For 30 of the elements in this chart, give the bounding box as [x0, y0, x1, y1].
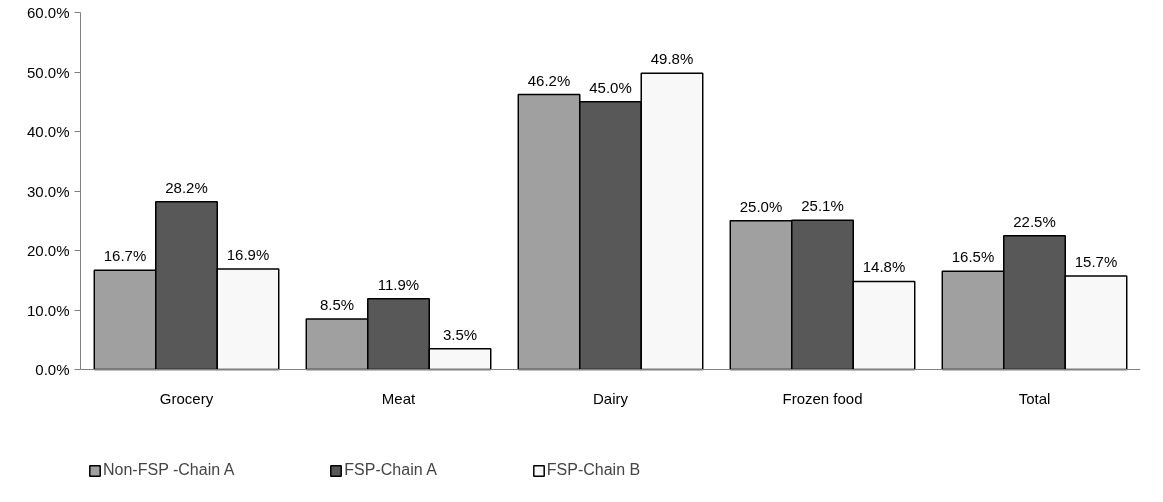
data-label: 46.2%	[527, 71, 571, 89]
x-tick-label: Grocery	[159, 389, 214, 407]
legend-label: FSP-Chain A	[344, 461, 437, 479]
data-label: 25.1%	[801, 197, 844, 215]
data-label: 14.8%	[862, 258, 906, 276]
y-tick-label: 60.0%	[26, 4, 70, 21]
y-tick-label: 0.0%	[35, 361, 70, 378]
data-label: 11.9%	[377, 275, 420, 293]
x-tick-label: Frozen food	[782, 389, 863, 407]
data-label: 25.0%	[739, 197, 783, 215]
data-label: 16.5%	[951, 248, 995, 266]
y-tick-label: 20.0%	[26, 242, 70, 259]
legend-label: FSP-Chain B	[546, 461, 641, 479]
data-label: 22.5%	[1013, 212, 1056, 230]
data-label: 8.5%	[319, 295, 355, 313]
x-tick-label: Meat	[381, 389, 417, 407]
data-label: 16.7%	[103, 247, 147, 265]
x-tick-label: Total	[1018, 389, 1051, 407]
data-label: 49.8%	[650, 50, 694, 68]
y-tick-label: 40.0%	[26, 123, 70, 140]
y-tick-label: 50.0%	[26, 63, 70, 81]
data-label: 45.0%	[589, 78, 632, 96]
data-label: 16.9%	[226, 245, 270, 263]
y-tick-label: 10.0%	[26, 301, 70, 319]
legend-label: Non-FSP -Chain A	[103, 461, 235, 479]
data-label: 3.5%	[442, 325, 478, 343]
y-tick-label: 30.0%	[26, 182, 70, 200]
data-label: 28.2%	[165, 178, 208, 196]
x-tick-label: Dairy	[593, 389, 629, 407]
data-label: 15.7%	[1074, 253, 1118, 271]
